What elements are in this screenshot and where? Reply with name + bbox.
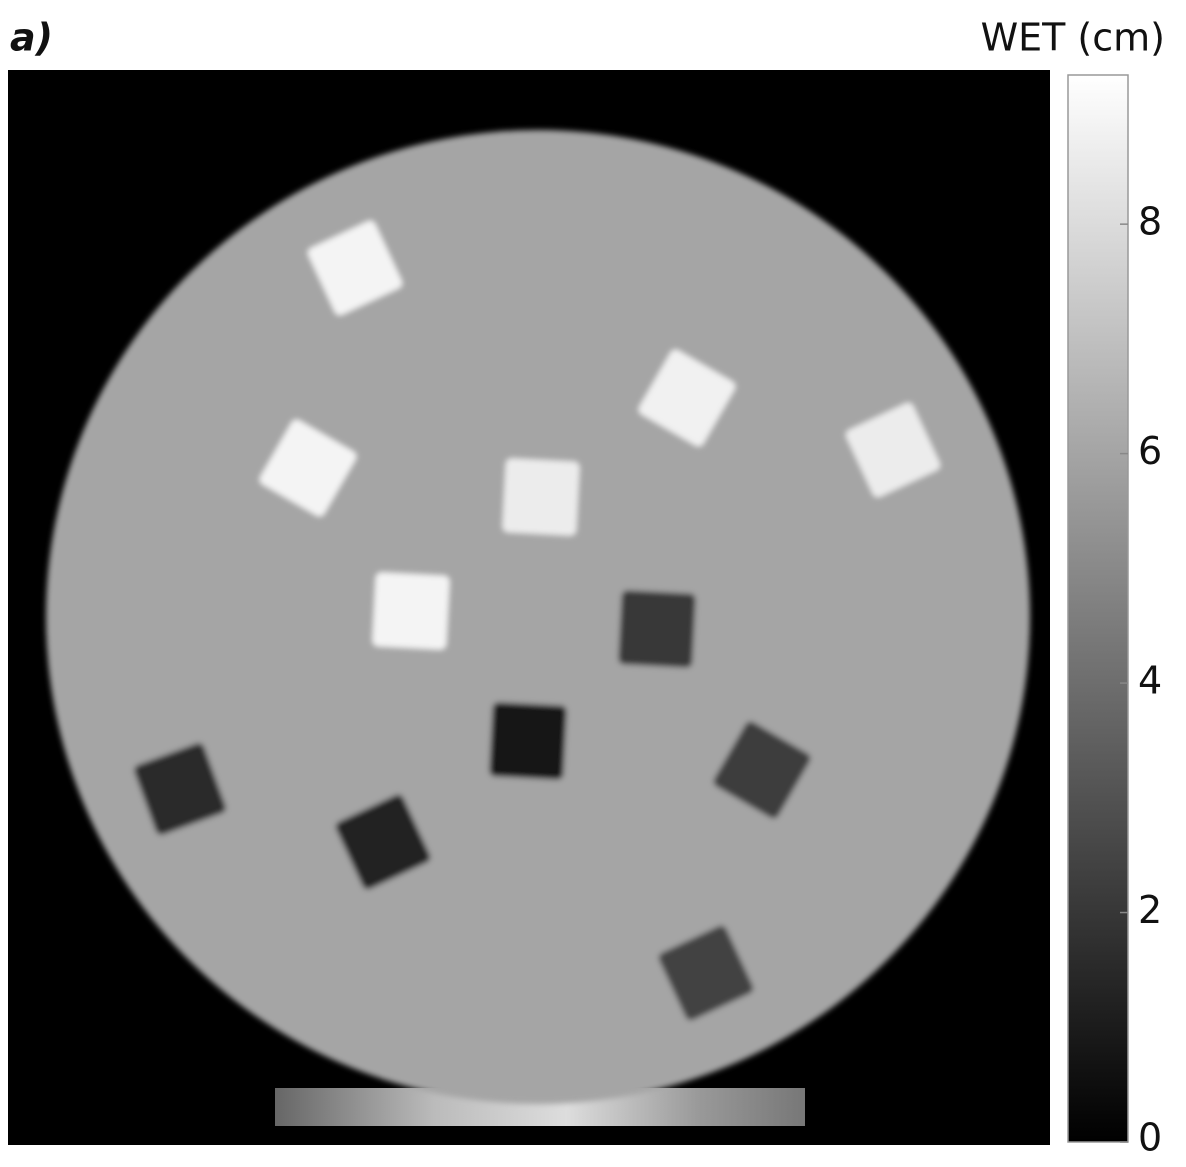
insert (618, 590, 696, 668)
insert (372, 572, 450, 650)
figure: a) WET (cm) 0 2 4 6 8 (0, 0, 1186, 1167)
colorbar-tick-label: 8 (1138, 200, 1162, 244)
insert (502, 458, 580, 536)
colorbar-tick-label: 2 (1138, 888, 1162, 932)
colorbar (1068, 75, 1128, 1142)
phantom (46, 130, 1030, 1104)
colorbar-tick-label: 0 (1138, 1116, 1162, 1160)
colorbar-tick-label: 6 (1138, 429, 1162, 473)
colorbar-title: WET (cm) (981, 16, 1165, 60)
phantom-disk (46, 130, 1030, 1104)
insert (489, 702, 567, 780)
panel-label: a) (10, 16, 53, 60)
colorbar-tick-label: 4 (1138, 659, 1162, 703)
